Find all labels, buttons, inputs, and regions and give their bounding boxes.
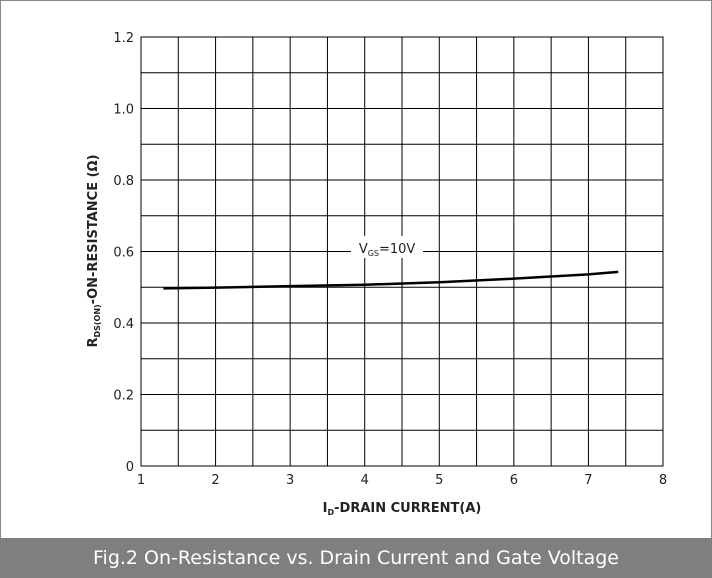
y-label-sub: DS(ON) <box>93 304 102 337</box>
annotation-bg <box>351 235 424 258</box>
y-tick-label: 0.6 <box>113 246 134 261</box>
x-tick-label: 1 <box>137 473 145 488</box>
y-tick-label: 0.2 <box>113 389 134 404</box>
annotation-rest: =10V <box>379 242 415 257</box>
series-line <box>163 270 619 290</box>
x-tick-label: 7 <box>584 473 592 488</box>
x-tick-label: 6 <box>510 473 518 488</box>
x-axis-label: ID-DRAIN CURRENT(A) <box>323 501 482 517</box>
x-tick-label: 3 <box>286 473 294 488</box>
annotation-sub: GS <box>368 249 379 258</box>
y-tick-label: 1.0 <box>113 103 134 118</box>
x-tick-label: 8 <box>659 473 667 488</box>
y-tick-label: 1.2 <box>113 31 134 46</box>
plot-border <box>140 36 664 467</box>
x-label-main: I <box>323 501 328 516</box>
y-label-rest: -ON-RESISTANCE (Ω) <box>86 154 101 304</box>
annotation-main: V <box>359 242 368 257</box>
x-label-rest: -DRAIN CURRENT(A) <box>334 501 481 516</box>
x-label-sub: D <box>328 508 335 517</box>
x-tick-label: 5 <box>435 473 443 488</box>
y-label-main: R <box>86 338 101 348</box>
y-tick-label: 0 <box>126 460 134 475</box>
x-tick-label: 4 <box>361 473 369 488</box>
annotation: VGS=10V <box>359 242 416 258</box>
y-axis-label: RDS(ON)-ON-RESISTANCE (Ω) <box>86 154 102 347</box>
y-tick-label: 0.8 <box>113 174 134 189</box>
y-tick-label: 0.4 <box>113 317 134 332</box>
caption: Fig.2 On-Resistance vs. Drain Current an… <box>93 547 619 569</box>
x-tick-label: 2 <box>211 473 219 488</box>
caption-bar <box>0 538 712 578</box>
